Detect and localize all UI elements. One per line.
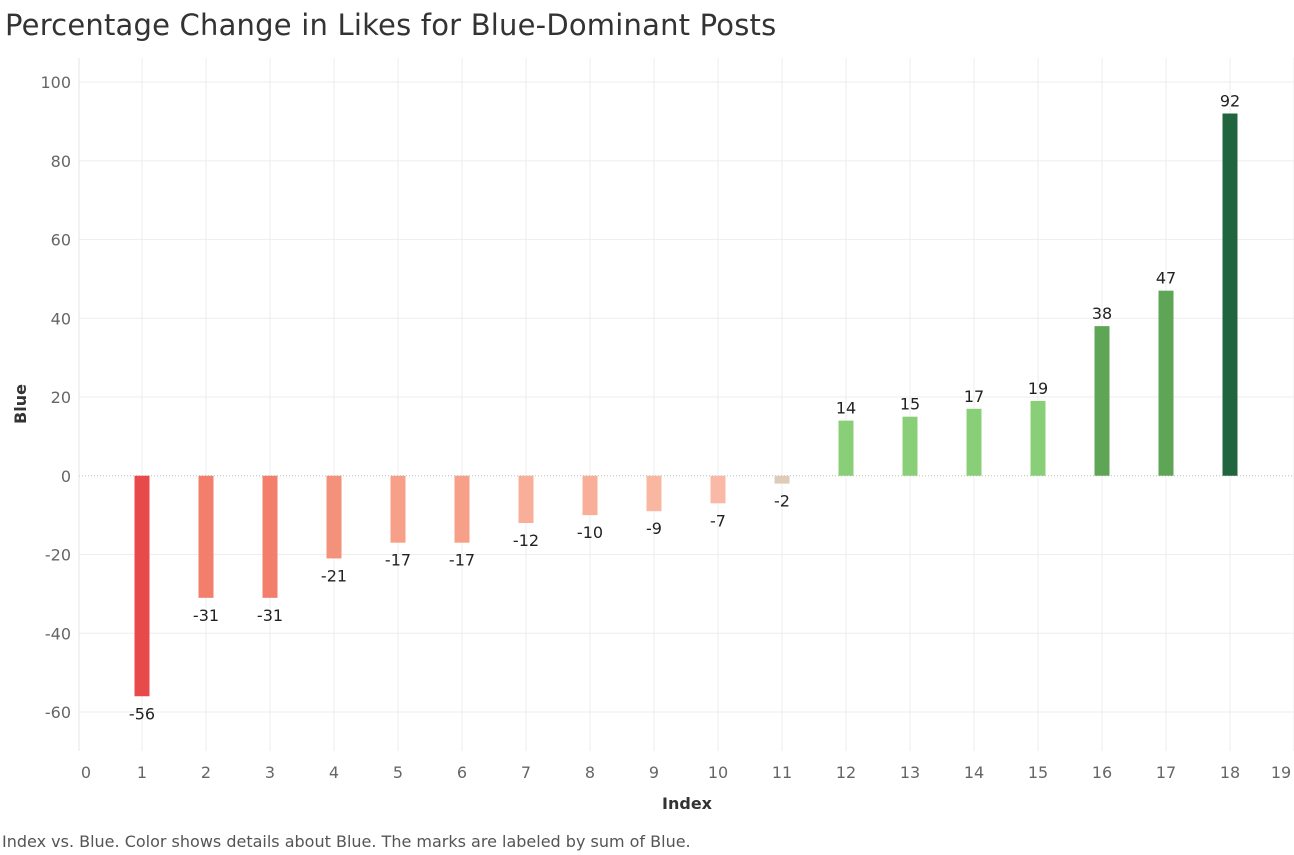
bar-value-label: 15 [900, 395, 920, 414]
x-tick-label: 19 [1271, 763, 1291, 782]
chart-caption: Index vs. Blue. Color shows details abou… [2, 832, 691, 851]
x-tick-label: 8 [585, 763, 595, 782]
bar [518, 475, 534, 523]
bar [454, 475, 470, 543]
bar [134, 475, 150, 697]
x-tick-label: 11 [772, 763, 792, 782]
bars [134, 113, 1238, 697]
x-tick-label: 7 [521, 763, 531, 782]
bar [902, 416, 918, 476]
bar-value-label: -56 [129, 704, 155, 723]
bar [1094, 326, 1110, 476]
gridlines [79, 58, 1294, 751]
x-tick-label: 13 [900, 763, 920, 782]
y-tick-label: 0 [61, 467, 71, 486]
y-tick-label: 20 [51, 388, 71, 407]
y-tick-label: 80 [51, 152, 71, 171]
x-tick-label: 10 [708, 763, 728, 782]
x-tick-label: 17 [1156, 763, 1176, 782]
y-tick-label: -60 [45, 703, 71, 722]
y-tick-label: -20 [45, 546, 71, 565]
bar-value-label: -31 [193, 606, 219, 625]
x-tick-label: 9 [649, 763, 659, 782]
bar-value-label: -7 [710, 511, 726, 530]
x-tick-label: 12 [836, 763, 856, 782]
y-axis-title: Blue [11, 384, 30, 424]
data-labels: -56 -31 -31 -21 -17 -17 -12 -10 -9 -7 -2 14 15 17 19 38… [129, 92, 1240, 724]
x-tick-label: 1 [137, 763, 147, 782]
bar [774, 475, 790, 484]
bar-value-label: -17 [385, 551, 411, 570]
bar [966, 408, 982, 476]
chart-title: Percentage Change in Likes for Blue-Domi… [5, 8, 777, 42]
x-tick-label: 4 [329, 763, 339, 782]
x-tick-label: 3 [265, 763, 275, 782]
bar-value-label: 14 [836, 399, 856, 418]
bar [390, 475, 406, 543]
x-tick-label: 5 [393, 763, 403, 782]
bar-value-label: -21 [321, 566, 347, 585]
y-tick-label: 40 [51, 309, 71, 328]
bar-value-label: 17 [964, 387, 984, 406]
bar-value-label: 92 [1220, 92, 1240, 111]
x-tick-label: 15 [1028, 763, 1048, 782]
bar [838, 420, 854, 476]
bar-value-label: 47 [1156, 269, 1176, 288]
bar-value-label: 19 [1028, 379, 1048, 398]
bar [198, 475, 214, 598]
bar [710, 475, 726, 504]
bar [646, 475, 662, 512]
bar [582, 475, 598, 516]
bar [1030, 400, 1046, 476]
bar-value-label: -10 [577, 523, 603, 542]
bar [326, 475, 342, 559]
y-tick-label: -40 [45, 624, 71, 643]
x-tick-label: 16 [1092, 763, 1112, 782]
bar-value-label: -2 [774, 492, 790, 511]
x-tick-label: 0 [81, 763, 91, 782]
bar-value-label: 38 [1092, 304, 1112, 323]
bar-value-label: -12 [513, 531, 539, 550]
bar-value-label: -17 [449, 551, 475, 570]
x-axis-title: Index [662, 794, 713, 813]
bar-value-label: -9 [646, 519, 662, 538]
y-tick-label: 60 [51, 231, 71, 250]
x-tick-label: 6 [457, 763, 467, 782]
bar [1222, 113, 1238, 476]
x-tick-label: 2 [201, 763, 211, 782]
x-tick-label: 18 [1220, 763, 1240, 782]
bar-value-label: -31 [257, 606, 283, 625]
y-tick-label: 100 [40, 73, 71, 92]
bar [1158, 290, 1174, 476]
bar [262, 475, 278, 598]
x-tick-label: 14 [964, 763, 984, 782]
